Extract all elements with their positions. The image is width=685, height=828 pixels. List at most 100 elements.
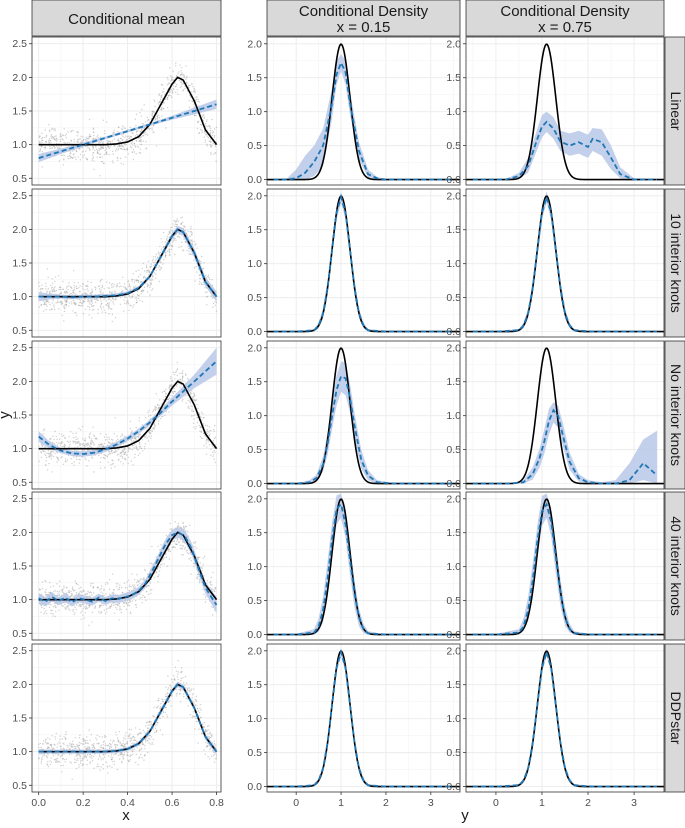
data-point (88, 625, 89, 626)
y-tick-label: 2.0 (12, 376, 27, 388)
data-point (177, 89, 178, 90)
data-point (177, 375, 178, 376)
data-point (85, 608, 86, 609)
data-point (149, 563, 150, 564)
data-point (53, 439, 54, 440)
data-point (80, 459, 81, 460)
data-point (79, 285, 80, 286)
data-point (120, 148, 121, 149)
data-point (95, 438, 96, 439)
data-point (104, 130, 105, 131)
data-point (124, 452, 125, 453)
data-point (114, 761, 115, 762)
data-point (205, 134, 206, 135)
data-point (189, 525, 190, 526)
data-point (39, 151, 40, 152)
data-point (126, 297, 127, 298)
data-point (67, 745, 68, 746)
data-point (122, 129, 123, 130)
data-point (181, 72, 182, 73)
data-point (66, 133, 67, 134)
data-point (58, 754, 59, 755)
data-point (156, 393, 157, 394)
data-point (158, 115, 159, 116)
data-point (117, 439, 118, 440)
data-point (182, 380, 183, 381)
data-point (131, 573, 132, 574)
data-point (122, 277, 123, 278)
data-point (172, 682, 173, 683)
data-point (60, 289, 61, 290)
data-point (170, 685, 171, 686)
data-point (122, 745, 123, 746)
data-point (106, 605, 107, 606)
column-subtitle-x075: x = 0.75 (538, 19, 592, 36)
data-point (167, 689, 168, 690)
data-point (139, 583, 140, 584)
data-point (110, 607, 111, 608)
data-point (77, 139, 78, 140)
data-point (175, 391, 176, 392)
data-point (147, 291, 148, 292)
data-point (173, 546, 174, 547)
data-point (124, 602, 125, 603)
data-point (94, 150, 95, 151)
data-point (150, 593, 151, 594)
data-point (88, 746, 89, 747)
data-point (55, 758, 56, 759)
data-point (134, 584, 135, 585)
data-point (153, 729, 154, 730)
data-point (63, 289, 64, 290)
data-point (83, 313, 84, 314)
data-point (206, 119, 207, 120)
data-point (126, 454, 127, 455)
data-point (160, 262, 161, 263)
data-point (145, 443, 146, 444)
data-point (151, 128, 152, 129)
data-point (184, 77, 185, 78)
data-point (214, 136, 215, 137)
data-point (167, 98, 168, 99)
data-point (45, 741, 46, 742)
data-point (58, 592, 59, 593)
data-point (112, 314, 113, 315)
data-point (175, 547, 176, 548)
data-point (132, 737, 133, 738)
data-point (164, 557, 165, 558)
data-point (102, 292, 103, 293)
data-point (199, 101, 200, 102)
data-point (52, 302, 53, 303)
data-point (103, 758, 104, 759)
data-point (177, 236, 178, 237)
data-point (175, 86, 176, 87)
data-point (69, 302, 70, 303)
data-point (86, 465, 87, 466)
data-point (194, 89, 195, 90)
data-point (163, 259, 164, 260)
data-point (158, 252, 159, 253)
data-point (150, 735, 151, 736)
data-point (160, 109, 161, 110)
data-point (110, 300, 111, 301)
data-point (45, 129, 46, 130)
data-point (170, 91, 171, 92)
data-point (160, 718, 161, 719)
data-point (148, 271, 149, 272)
data-point (109, 589, 110, 590)
panel-linear-x075: 0.00.51.01.52.0 (446, 27, 664, 197)
data-point (203, 594, 204, 595)
data-point (170, 378, 171, 379)
data-point (163, 232, 164, 233)
data-point (49, 309, 50, 310)
data-point (146, 271, 147, 272)
data-point (202, 116, 203, 117)
data-point (102, 285, 103, 286)
data-point (44, 446, 45, 447)
data-point (150, 590, 151, 591)
data-point (198, 557, 199, 558)
column-title-x015: Conditional Density (299, 3, 429, 20)
data-point (107, 303, 108, 304)
data-point (53, 755, 54, 756)
data-point (143, 277, 144, 278)
data-point (56, 583, 57, 584)
